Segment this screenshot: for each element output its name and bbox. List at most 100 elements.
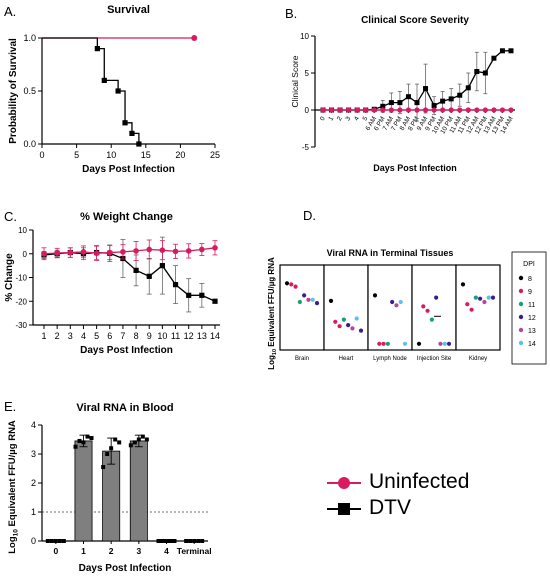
y-axis-label: Log10 Equivalent FFU/µg RNA	[7, 420, 20, 554]
y-axis-label: % Change	[4, 253, 15, 302]
data-point	[381, 341, 386, 346]
facet-label: Injection Site	[417, 356, 452, 362]
data-point	[388, 107, 394, 113]
data-point	[465, 107, 471, 113]
data-point	[53, 539, 58, 543]
data-point	[45, 539, 50, 543]
data-point	[414, 100, 420, 106]
data-point	[67, 249, 74, 256]
y-axis-label-main: Log	[7, 536, 18, 554]
data-point	[120, 249, 126, 255]
x-tick-label: 5	[94, 331, 99, 341]
data-point	[186, 292, 192, 298]
data-point	[160, 539, 165, 543]
data-point	[380, 103, 386, 109]
x-tick-label: 14	[210, 331, 220, 341]
x-axis-label: Days Post Infection	[79, 563, 172, 574]
data-point	[212, 245, 218, 251]
x-tick-label: 1	[41, 331, 46, 341]
legend-marker-circle-icon	[327, 477, 361, 489]
data-point	[398, 299, 403, 305]
x-axis-label: Days Post Infection	[80, 345, 173, 356]
data-point	[438, 341, 443, 346]
data-point	[49, 539, 54, 543]
y-axis-label-rest: Equivalent FFU/µg RNA	[267, 257, 276, 349]
y-tick-label: -30	[15, 321, 27, 330]
x-tick-label: 10	[106, 150, 116, 160]
x-tick-label: 1	[81, 546, 86, 556]
x-axis-label: Days Post Infection	[82, 164, 175, 175]
data-point	[81, 440, 86, 445]
y-tick-label: 0	[23, 250, 28, 259]
data-point	[469, 307, 474, 312]
chart-title: Clinical Score Severity	[361, 15, 469, 26]
panel-letter: E.	[4, 399, 16, 414]
data-point	[465, 302, 470, 307]
data-point	[421, 304, 426, 309]
data-point	[402, 341, 408, 346]
data-point	[101, 77, 107, 83]
y-axis-label-main: Log	[267, 355, 276, 370]
data-point	[422, 107, 429, 113]
data-point	[172, 248, 179, 255]
data-point	[385, 341, 390, 346]
legend: Uninfected DTV	[325, 470, 525, 522]
data-point	[491, 55, 497, 61]
data-point	[122, 120, 128, 126]
y-axis-label-rest: Equivalent FFU/µg RNA	[7, 420, 18, 529]
data-point	[337, 324, 342, 329]
y-axis-label: Log10 Equivalent FFU/µg RNA	[267, 257, 278, 370]
data-point	[136, 141, 142, 147]
data-point	[188, 539, 193, 543]
data-point	[388, 100, 394, 106]
data-point	[133, 267, 139, 273]
x-tick-label: 20	[175, 150, 185, 160]
data-point	[414, 107, 420, 113]
data-point	[140, 434, 145, 439]
x-tick-label: 1	[327, 115, 335, 122]
data-point	[192, 539, 197, 543]
x-tick-label: 15	[141, 150, 151, 160]
facet-box	[323, 264, 369, 351]
data-point	[328, 107, 335, 113]
data-point	[146, 273, 152, 279]
y-tick-label: 0.0	[23, 139, 36, 149]
data-point	[380, 107, 386, 113]
data-point	[89, 436, 94, 441]
data-point	[328, 298, 334, 303]
dpi-legend-title: DPI	[523, 261, 535, 268]
data-point	[377, 341, 382, 346]
dpi-legend-label: 14	[528, 341, 536, 348]
data-point	[416, 341, 422, 346]
y-tick-label: 1.0	[23, 33, 36, 43]
data-point	[440, 98, 446, 104]
data-point	[486, 295, 491, 300]
x-tick-label: 0	[53, 546, 58, 556]
x-axis-label: Days Post Infection	[373, 163, 457, 173]
data-point	[172, 282, 179, 288]
panel-letter: D.	[303, 208, 316, 223]
data-point	[184, 539, 189, 543]
data-point	[80, 249, 87, 255]
y-tick-label: 4	[31, 420, 36, 430]
x-tick-label: Terminal	[177, 546, 212, 556]
chart-title: Viral RNA in Terminal Tissues	[327, 248, 454, 258]
data-point	[423, 86, 429, 92]
x-tick-label: 9	[147, 331, 152, 341]
data-point	[448, 107, 454, 113]
data-point	[289, 282, 294, 287]
data-point	[132, 440, 137, 445]
data-point	[159, 247, 166, 253]
data-point	[93, 250, 100, 257]
data-point	[350, 326, 355, 331]
data-point	[129, 130, 135, 136]
data-point	[405, 107, 412, 113]
data-point	[159, 263, 165, 269]
data-point	[61, 539, 66, 543]
x-tick-label: 8	[134, 331, 139, 341]
data-point	[473, 295, 478, 300]
data-point	[156, 539, 161, 543]
data-point	[199, 292, 205, 298]
data-point	[482, 70, 488, 76]
data-point	[172, 539, 177, 543]
